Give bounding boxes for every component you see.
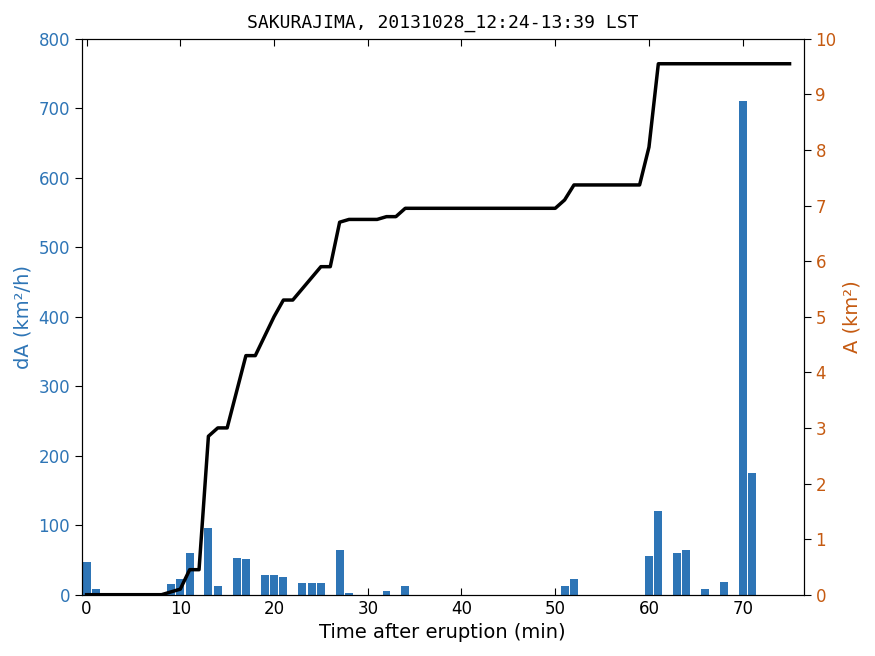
Bar [167, 584, 175, 595]
Bar [233, 558, 241, 595]
Bar [561, 586, 569, 595]
Bar [345, 592, 353, 595]
Bar [186, 553, 193, 595]
Y-axis label: A (km²): A (km²) [842, 280, 861, 353]
Bar [214, 586, 221, 595]
Bar [82, 562, 90, 595]
Bar [738, 101, 746, 595]
Bar [298, 583, 306, 595]
X-axis label: Time after eruption (min): Time after eruption (min) [319, 623, 566, 642]
Bar [336, 550, 344, 595]
Bar [317, 583, 325, 595]
Title: SAKURAJIMA, 20131028_12:24-13:39 LST: SAKURAJIMA, 20131028_12:24-13:39 LST [247, 14, 639, 32]
Bar [645, 556, 653, 595]
Bar [242, 558, 250, 595]
Bar [176, 579, 185, 595]
Bar [682, 550, 690, 595]
Bar [654, 511, 662, 595]
Y-axis label: dA (km²/h): dA (km²/h) [14, 265, 33, 369]
Bar [205, 528, 213, 595]
Bar [261, 575, 269, 595]
Bar [748, 473, 756, 595]
Bar [673, 553, 681, 595]
Bar [279, 577, 287, 595]
Bar [270, 575, 278, 595]
Bar [382, 591, 390, 595]
Bar [92, 589, 100, 595]
Bar [570, 579, 578, 595]
Bar [701, 589, 710, 595]
Bar [720, 582, 728, 595]
Bar [402, 586, 410, 595]
Bar [307, 583, 316, 595]
